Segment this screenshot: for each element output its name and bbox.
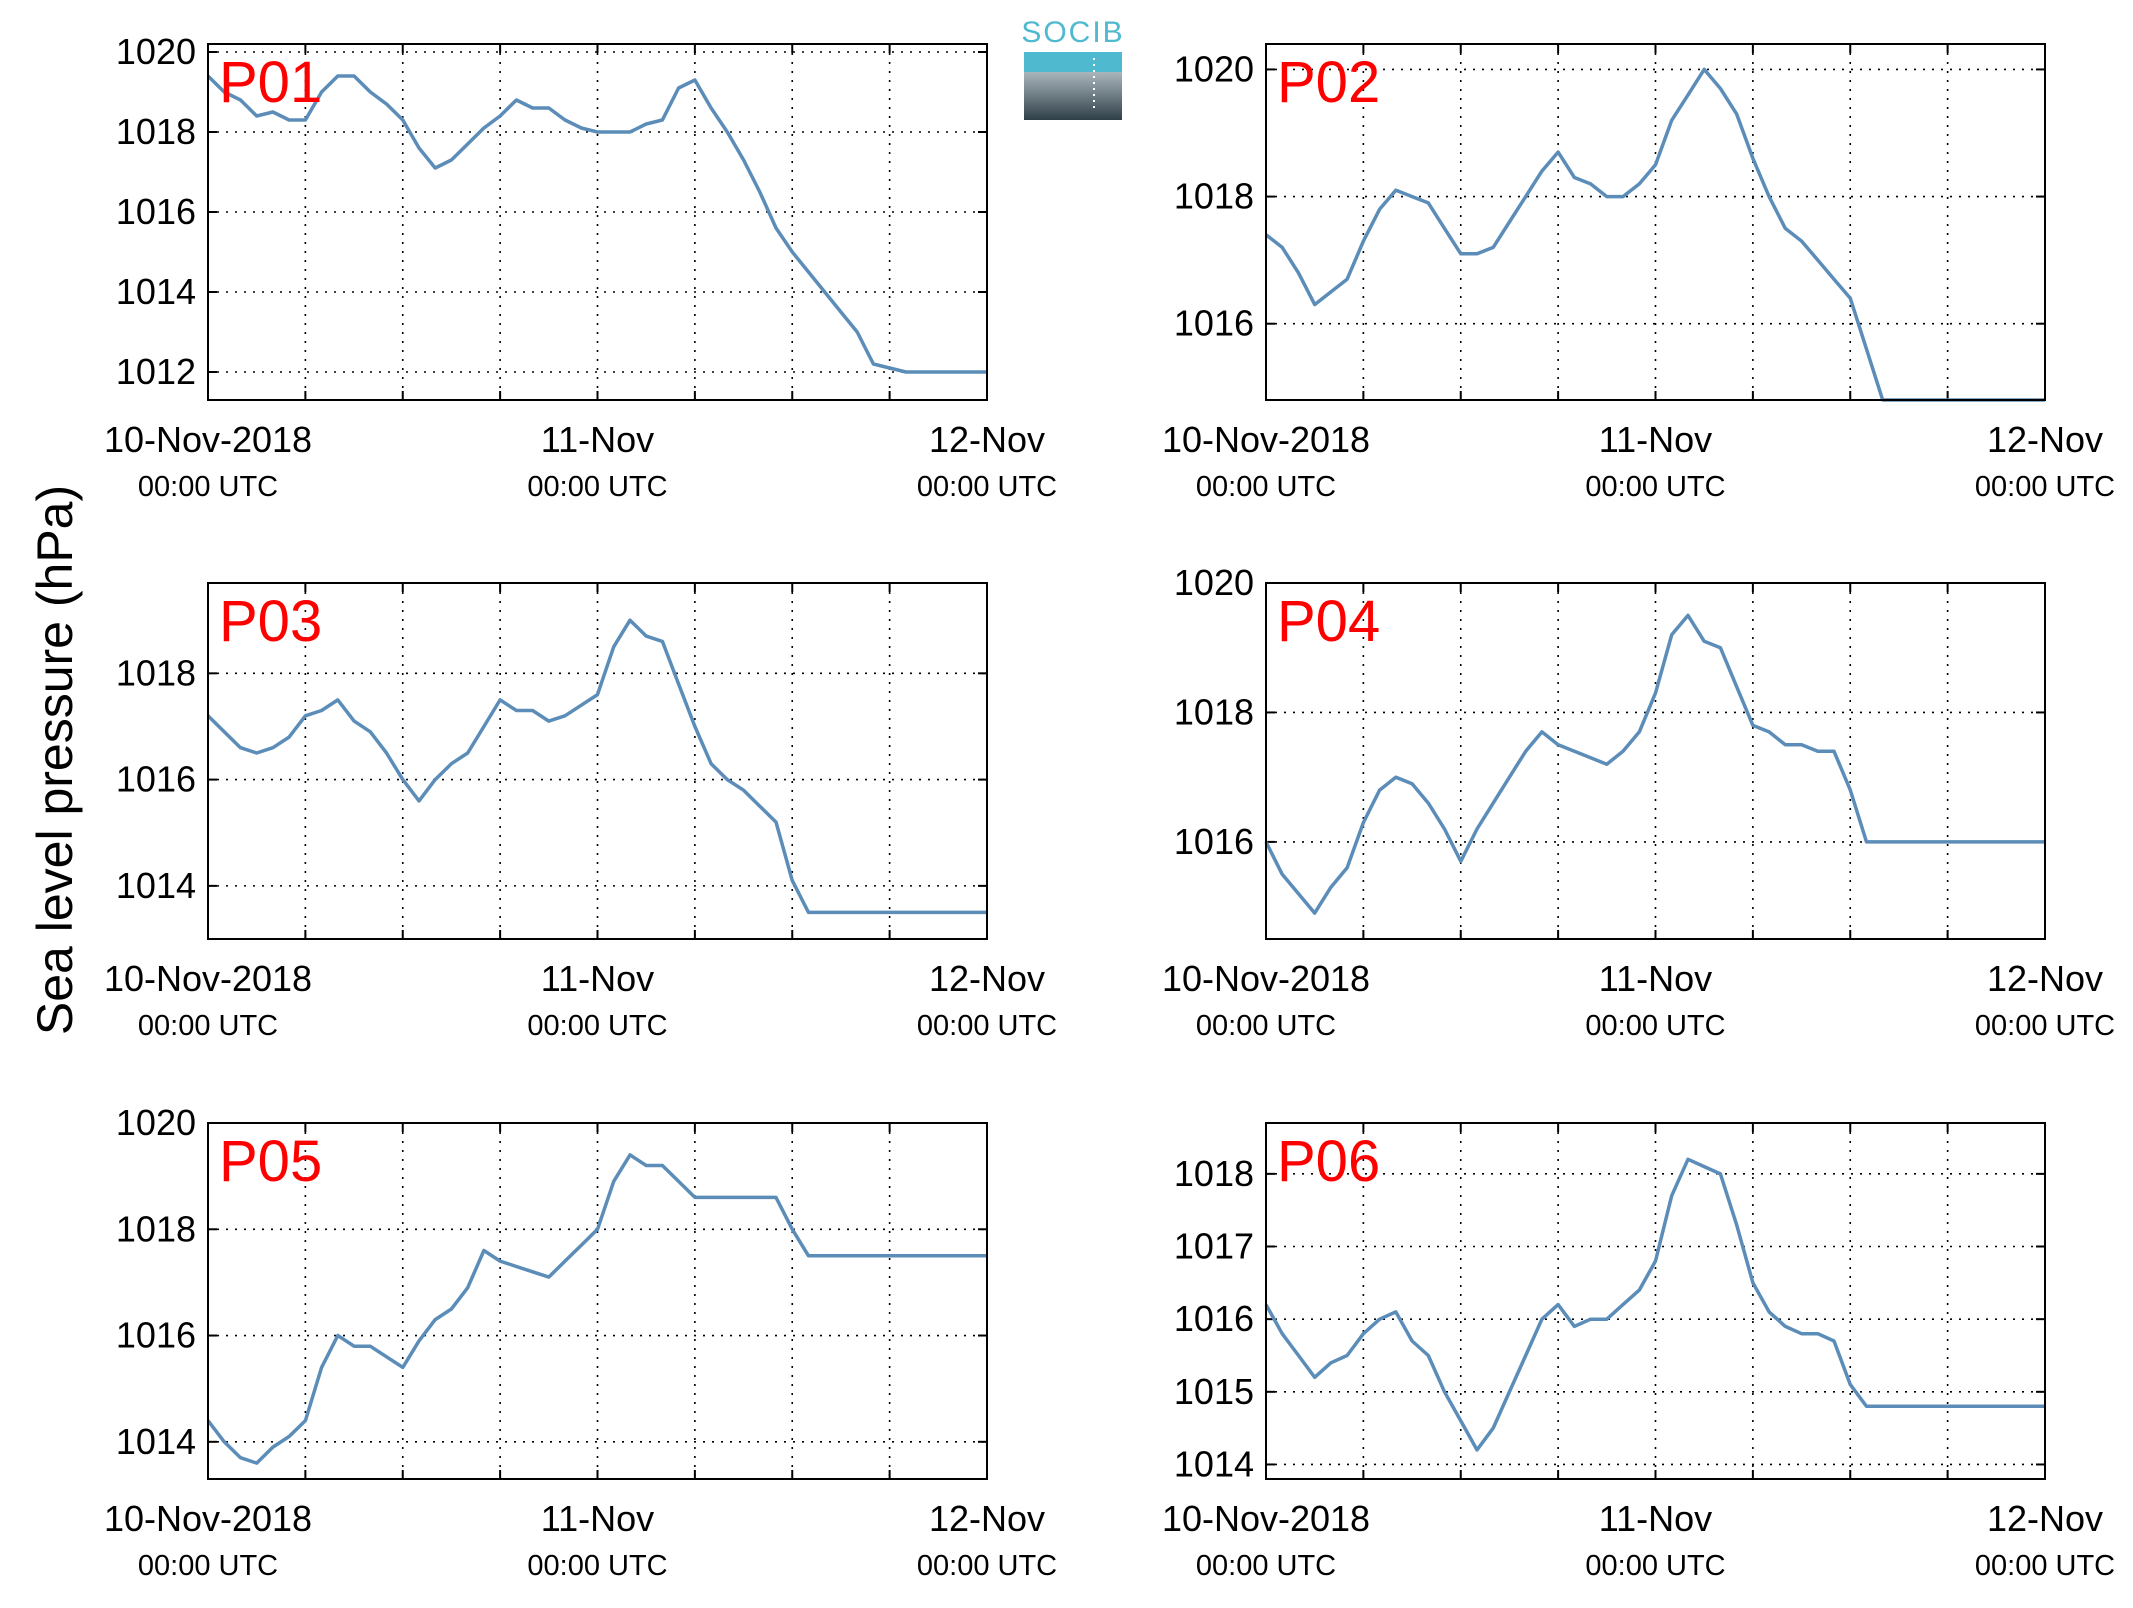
x-tick-label: 10-Nov-2018 [104, 1498, 312, 1539]
panel-6: 1014 1015 1016 1017 1018 10-Nov-2018 00:00 UTC… [1162, 1122, 2115, 1582]
plot-area [208, 44, 987, 400]
panel-label: P02 [1277, 50, 1380, 115]
y-tick-label: 1016 [1174, 1298, 1254, 1339]
y-tick-label: 1018 [116, 1208, 196, 1249]
y-tick-label: 1016 [116, 191, 196, 232]
y-tick-label: 1018 [1174, 691, 1254, 732]
x-tick-label: 11-Nov [1599, 419, 1712, 460]
panel-label: P03 [219, 589, 322, 654]
panel-label: P06 [1277, 1129, 1380, 1194]
x-tick-label: 10-Nov-2018 [1162, 958, 1370, 999]
axes-frame [207, 582, 988, 940]
y-tick-label: 1020 [1174, 48, 1254, 89]
x-tick-label: 11-Nov [1599, 1498, 1712, 1539]
socib-logo: SOCIB [1021, 16, 1124, 120]
axes-frame [207, 1122, 988, 1480]
y-tick-label: 1020 [1174, 562, 1254, 603]
y-tick-label: 1016 [1174, 821, 1254, 862]
y-tick-label: 1020 [116, 1102, 196, 1143]
y-tick-label: 1018 [116, 652, 196, 693]
y-tick-label: 1012 [116, 351, 196, 392]
x-tick-label: 12-Nov [1987, 958, 2103, 999]
x-tick-sublabel: 00:00 UTC [1975, 1550, 2115, 1582]
x-tick-sublabel: 00:00 UTC [138, 1550, 278, 1582]
x-tick-label: 12-Nov [1987, 1498, 2103, 1539]
plot-area [1266, 1123, 2045, 1479]
x-tick-label: 10-Nov-2018 [1162, 419, 1370, 460]
x-tick-label: 10-Nov-2018 [104, 419, 312, 460]
axes-frame [207, 43, 988, 401]
plot-area [208, 583, 987, 939]
x-tick-label: 12-Nov [929, 1498, 1045, 1539]
x-tick-label: 10-Nov-2018 [104, 958, 312, 999]
y-tick-label: 1016 [1174, 303, 1254, 344]
x-tick-label: 10-Nov-2018 [1162, 1498, 1370, 1539]
x-tick-sublabel: 00:00 UTC [527, 1550, 667, 1582]
x-tick-sublabel: 00:00 UTC [527, 1010, 667, 1042]
logo-block [1024, 72, 1122, 120]
panels: 1012 1014 1016 1018 1020 10-Nov-2018 00:00 UTC… [104, 31, 2115, 1582]
x-tick-label: 12-Nov [1987, 419, 2103, 460]
x-tick-sublabel: 00:00 UTC [917, 471, 1057, 503]
series-line [206, 1153, 987, 1465]
plot-area [208, 1123, 987, 1479]
x-tick-sublabel: 00:00 UTC [1975, 1010, 2115, 1042]
plot-area [1266, 583, 2045, 939]
y-tick-label: 1014 [116, 271, 196, 312]
panel-3: 1014 1016 1018 10-Nov-2018 00:00 UTC 11-Nov 00… [104, 582, 1057, 1042]
y-tick-label: 1018 [116, 111, 196, 152]
panel-label: P01 [219, 50, 322, 115]
y-tick-label: 1014 [1174, 1443, 1254, 1484]
x-tick-sublabel: 00:00 UTC [1196, 1010, 1336, 1042]
x-tick-label: 11-Nov [541, 1498, 654, 1539]
x-tick-sublabel: 00:00 UTC [138, 471, 278, 503]
y-tick-label: 1017 [1174, 1226, 1254, 1267]
panel-4: 1016 1018 1020 10-Nov-2018 00:00 UTC 11-Nov 00… [1162, 562, 2115, 1042]
x-tick-label: 11-Nov [1599, 958, 1712, 999]
y-tick-label: 1016 [116, 759, 196, 800]
x-tick-sublabel: 00:00 UTC [527, 471, 667, 503]
x-tick-sublabel: 00:00 UTC [138, 1010, 278, 1042]
y-tick-label: 1020 [116, 31, 196, 72]
logo-text: SOCIB [1021, 16, 1124, 49]
panel-2: 1016 1018 1020 10-Nov-2018 00:00 UTC 11-Nov 00… [1162, 43, 2115, 503]
x-tick-sublabel: 00:00 UTC [1585, 1010, 1725, 1042]
y-tick-label: 1015 [1174, 1371, 1254, 1412]
x-tick-sublabel: 00:00 UTC [1196, 1550, 1336, 1582]
panel-5: 1014 1016 1018 1020 10-Nov-2018 00:00 UTC 11-N… [104, 1102, 1057, 1582]
panel-label: P04 [1277, 589, 1380, 654]
y-tick-label: 1018 [1174, 176, 1254, 217]
x-tick-label: 12-Nov [929, 958, 1045, 999]
axes-frame [1265, 582, 2046, 940]
y-tick-label: 1014 [116, 865, 196, 906]
series-line [206, 74, 987, 374]
y-axis-label: Sea level pressure (hPa) [27, 485, 83, 1035]
series-line [1264, 1157, 2045, 1452]
y-tick-label: 1018 [1174, 1153, 1254, 1194]
y-tick-label: 1014 [116, 1421, 196, 1462]
x-tick-sublabel: 00:00 UTC [1196, 471, 1336, 503]
x-tick-sublabel: 00:00 UTC [1585, 471, 1725, 503]
x-tick-sublabel: 00:00 UTC [1585, 1550, 1725, 1582]
series-line [206, 618, 987, 915]
series-line [1264, 613, 2045, 915]
x-tick-sublabel: 00:00 UTC [1975, 471, 2115, 503]
panel-label: P05 [219, 1129, 322, 1194]
axes-frame [1265, 1122, 2046, 1480]
x-tick-label: 11-Nov [541, 419, 654, 460]
axes-frame [1265, 43, 2046, 401]
y-tick-label: 1016 [116, 1315, 196, 1356]
panel-1: 1012 1014 1016 1018 1020 10-Nov-2018 00:00 UTC… [104, 31, 1057, 503]
x-tick-sublabel: 00:00 UTC [917, 1550, 1057, 1582]
logo-band [1024, 52, 1122, 72]
x-tick-label: 11-Nov [541, 958, 654, 999]
plot-area [1266, 44, 2045, 400]
x-tick-sublabel: 00:00 UTC [917, 1010, 1057, 1042]
x-tick-label: 12-Nov [929, 419, 1045, 460]
